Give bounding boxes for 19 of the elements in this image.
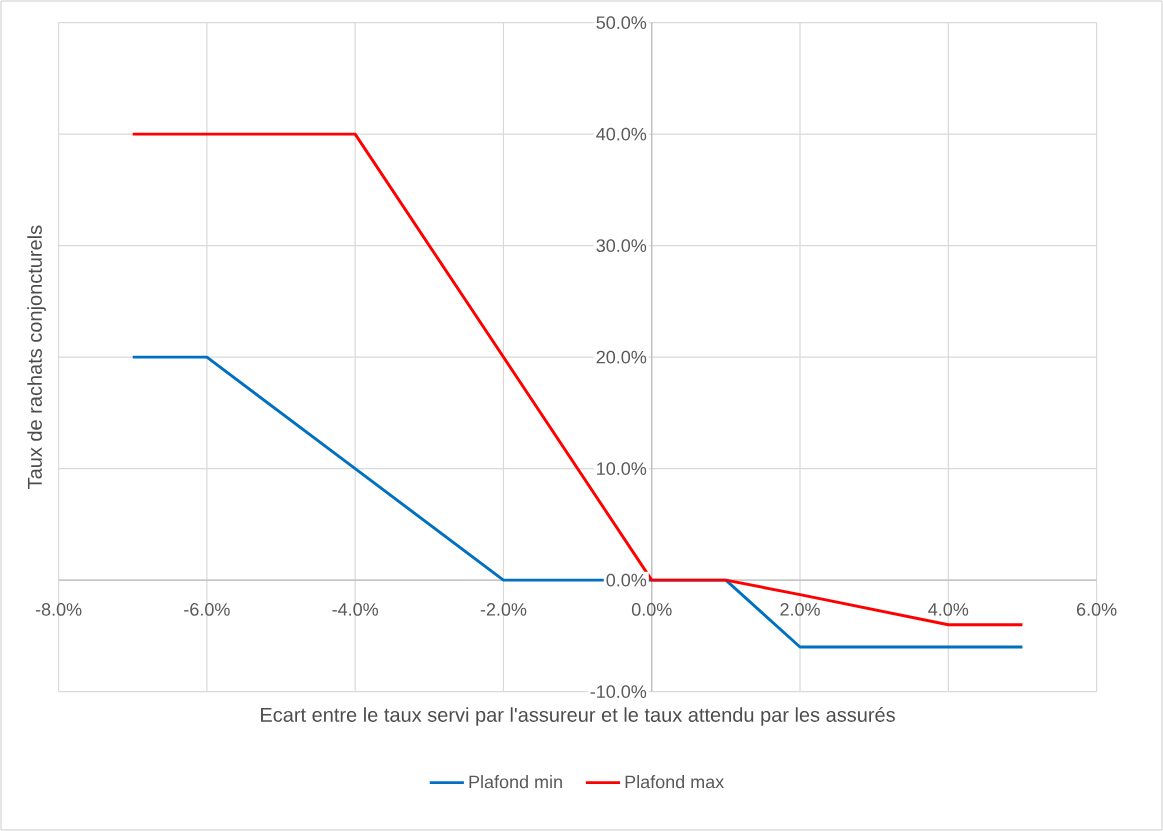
x-tick-label: 4.0% [928, 603, 969, 616]
y-tick-label: 10.0% [597, 462, 647, 475]
y-tick-label: 30.0% [596, 239, 647, 252]
x-tick-label: -2.0% [480, 603, 527, 616]
x-tick-label: 0.0% [631, 603, 672, 616]
x-axis-title: Ecart entre le taux servi par l'assureur et le taux attendu par les assurés [261, 706, 895, 726]
legend-label: Plafond min [469, 775, 562, 789]
x-tick-label: 6.0% [1077, 603, 1117, 616]
x-tick-label: -4.0% [332, 603, 379, 616]
x-tick-label: -6.0% [184, 603, 230, 616]
x-tick-label: 2.0% [780, 603, 820, 616]
y-tick-label: 50.0% [596, 16, 647, 29]
y-tick-label: 0.0% [606, 573, 647, 587]
legend-label: Plafond max [625, 775, 724, 789]
y-axis-title: Taux de rachats conjoncturels [27, 225, 46, 489]
y-tick-label: 40.0% [596, 127, 647, 141]
y-tick-label: -10.0% [590, 685, 647, 698]
y-tick-label: 20.0% [596, 350, 647, 364]
x-tick-label: -8.0% [35, 603, 82, 616]
